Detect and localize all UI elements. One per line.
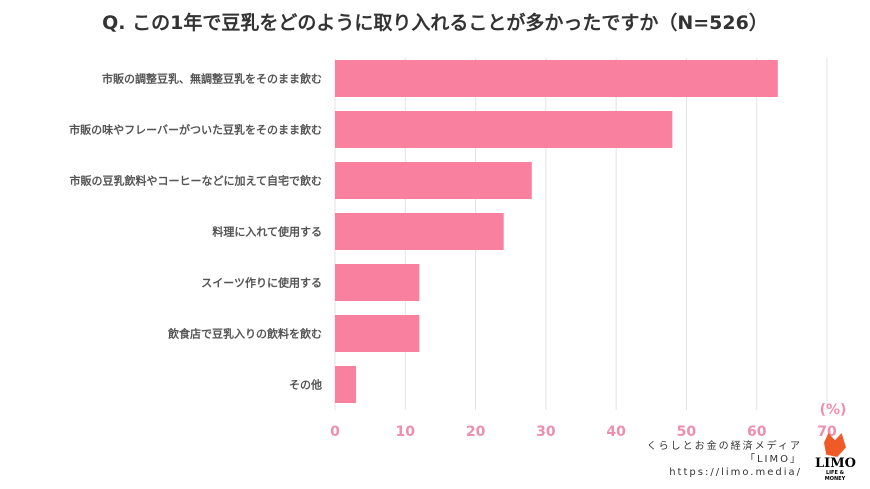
logo-icon xyxy=(824,433,846,457)
credit-url: https://limo.media/ xyxy=(669,467,802,478)
category-label: 飲食店で豆乳入りの飲料を飲む xyxy=(167,327,322,341)
credit-line1: くらしとお金の経済メディア xyxy=(646,441,802,452)
limo-logo: LIMO LIFE & MONEY xyxy=(815,433,856,482)
credit: くらしとお金の経済メディア 「LIMO」 https://limo.media/ xyxy=(647,440,802,479)
logo-name: LIMO xyxy=(815,456,856,471)
x-tick-label: 10 xyxy=(396,424,416,440)
x-tick-label: 20 xyxy=(466,424,486,440)
bar xyxy=(335,60,778,97)
bar xyxy=(335,213,504,250)
x-tick-label: 60 xyxy=(747,424,767,440)
category-label: その他 xyxy=(289,378,322,392)
category-label: 料理に入れて使用する xyxy=(212,225,322,239)
x-axis-unit: (%) xyxy=(820,402,847,418)
x-tick-label: 30 xyxy=(536,424,556,440)
chart-title: Q. この1年で豆乳をどのように取り入れることが多かったですか（N=526） xyxy=(102,12,768,34)
category-label: 市販の調整豆乳、無調整豆乳をそのまま飲む xyxy=(102,72,322,86)
category-label: 市販の味やフレーバーがついた豆乳をそのまま飲む xyxy=(69,123,322,137)
bar xyxy=(335,264,420,301)
x-tick-label: 70 xyxy=(817,424,837,440)
category-label: スイーツ作りに使用する xyxy=(201,276,322,290)
x-tick-label: 0 xyxy=(330,424,340,440)
category-label: 市販の豆乳飲料やコーヒーなどに加えて自宅で飲む xyxy=(70,174,322,188)
bar xyxy=(335,111,673,148)
logo-tagline: LIFE & MONEY xyxy=(824,470,846,482)
bar xyxy=(335,366,357,403)
bar xyxy=(335,315,420,352)
x-tick-label: 50 xyxy=(677,424,697,440)
x-tick-label: 40 xyxy=(606,424,626,440)
bar xyxy=(335,162,532,199)
credit-line2: 「LIMO」 xyxy=(744,454,802,465)
